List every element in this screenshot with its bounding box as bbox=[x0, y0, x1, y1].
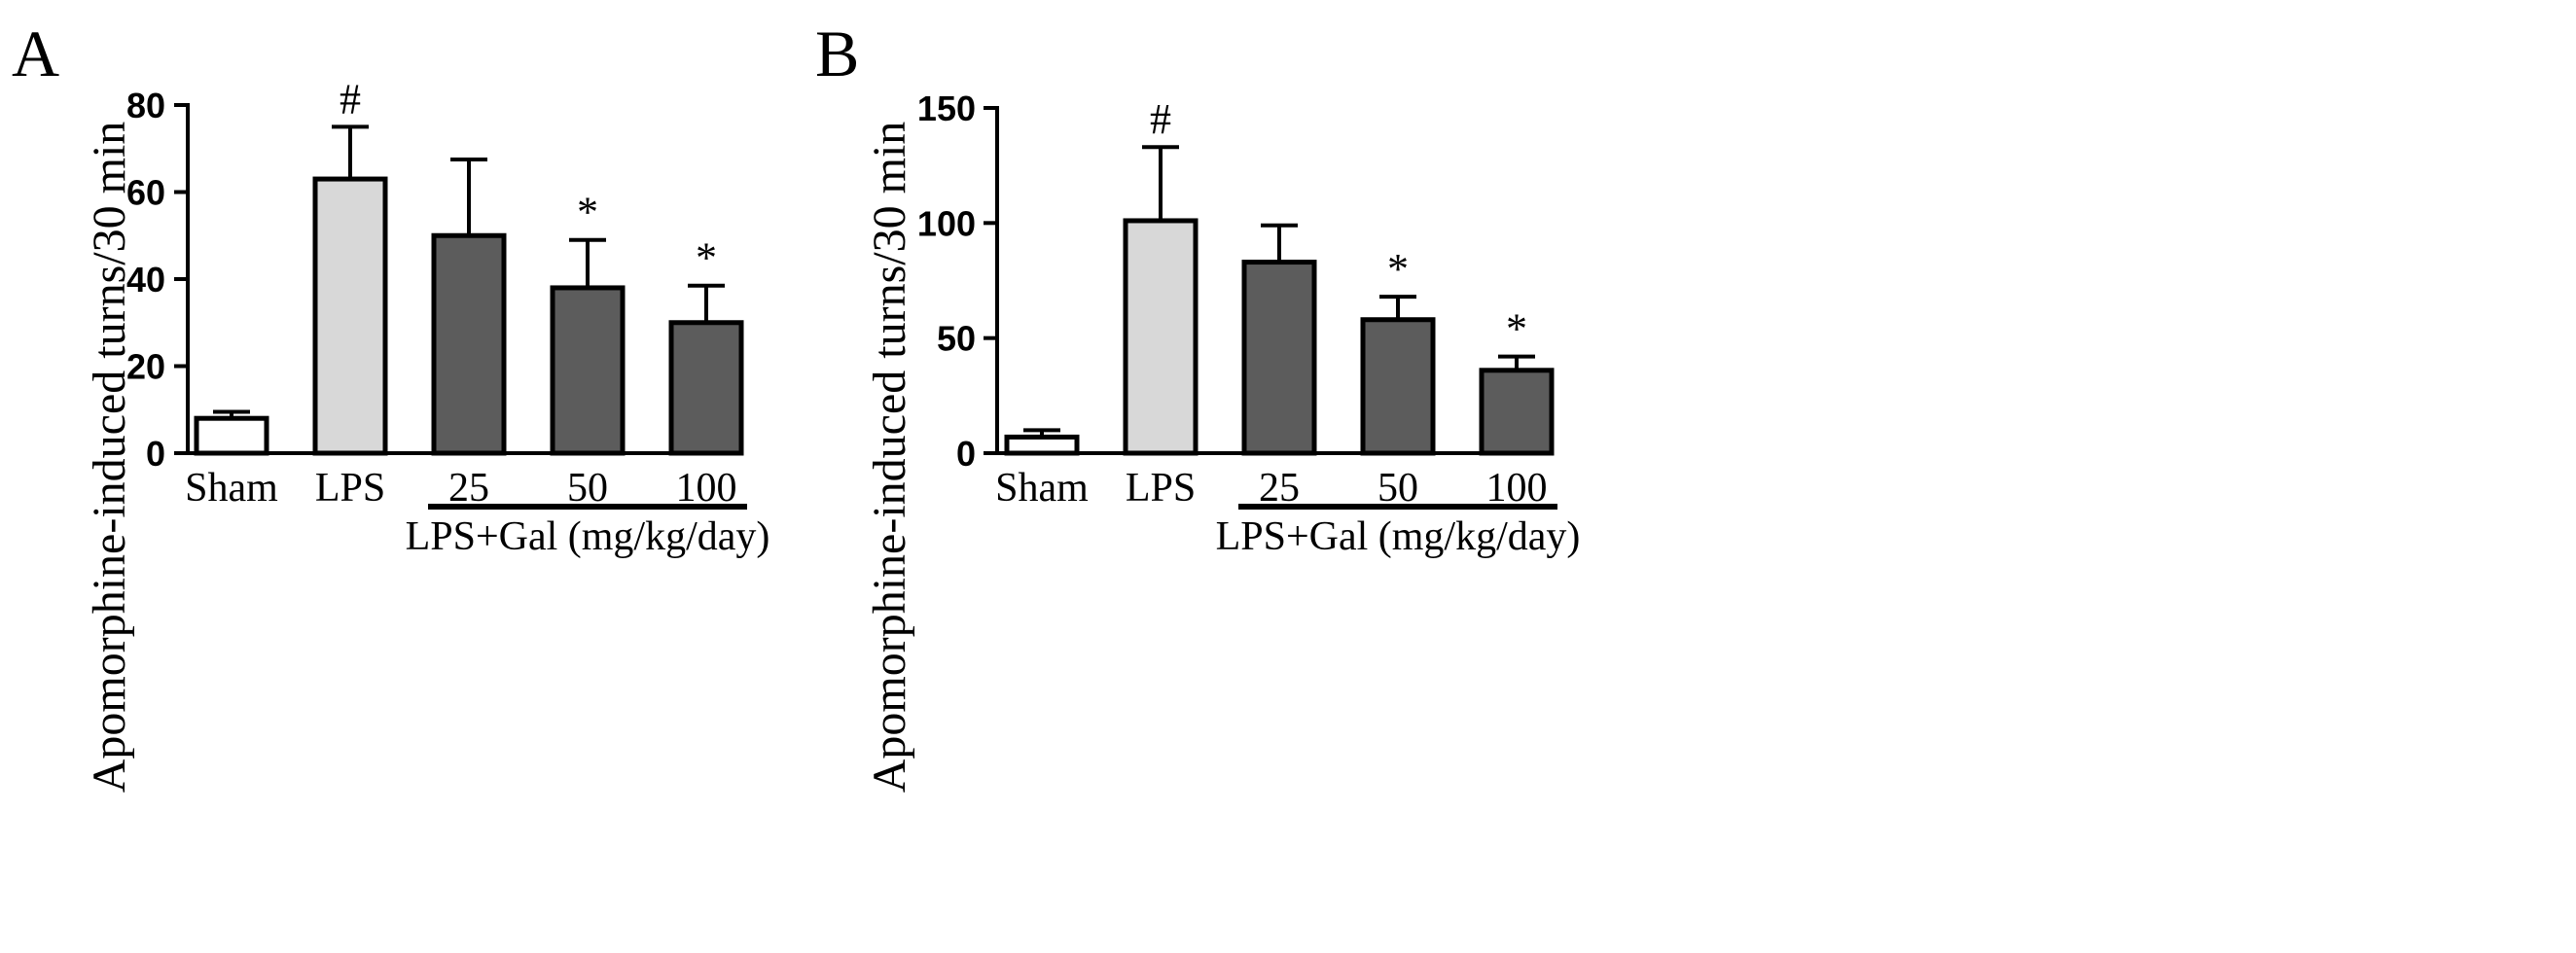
significance-marker: * bbox=[1506, 305, 1527, 353]
significance-marker: # bbox=[1150, 95, 1171, 143]
x-tick-label: LPS bbox=[1126, 466, 1196, 511]
bar bbox=[1123, 218, 1199, 456]
bar bbox=[1360, 317, 1436, 456]
y-tick-label: 40 bbox=[126, 260, 165, 300]
y-tick-label: 20 bbox=[126, 347, 165, 387]
significance-marker: # bbox=[340, 75, 361, 123]
bar bbox=[194, 415, 269, 456]
x-tick-label: LPS bbox=[315, 466, 385, 511]
bar bbox=[668, 320, 744, 456]
y-axis-label: Apomorphine-induced turns/30 min bbox=[864, 122, 915, 794]
bar bbox=[431, 232, 507, 456]
significance-marker: * bbox=[696, 234, 717, 282]
x-tick-label: 100 bbox=[1486, 466, 1548, 511]
panel-label: A bbox=[12, 17, 59, 90]
y-tick-label: 100 bbox=[917, 203, 976, 243]
y-tick-label: 80 bbox=[126, 86, 165, 125]
y-tick-label: 60 bbox=[126, 173, 165, 213]
y-tick-label: 0 bbox=[146, 434, 165, 474]
bar bbox=[1004, 434, 1080, 456]
bar bbox=[312, 176, 388, 456]
x-tick-label: 50 bbox=[567, 466, 608, 511]
significance-marker: * bbox=[1387, 245, 1409, 293]
significance-marker: * bbox=[577, 189, 598, 236]
group-label: LPS+Gal (mg/kg/day) bbox=[406, 514, 770, 559]
x-tick-label: 25 bbox=[448, 466, 489, 511]
y-tick-label: 150 bbox=[917, 88, 976, 128]
x-tick-label: 100 bbox=[676, 466, 737, 511]
x-tick-label: Sham bbox=[995, 466, 1089, 511]
y-tick-label: 50 bbox=[937, 319, 976, 359]
panel-label: B bbox=[815, 17, 859, 90]
group-label: LPS+Gal (mg/kg/day) bbox=[1216, 514, 1581, 559]
panel-a: A Apomorphine-induced turns/30 min 0 20 40 60… bbox=[12, 17, 769, 793]
y-axis-label: Apomorphine-induced turns/30 min bbox=[84, 122, 135, 794]
bar bbox=[1479, 368, 1555, 456]
y-tick-label: 0 bbox=[956, 434, 976, 474]
x-tick-label: 50 bbox=[1377, 466, 1418, 511]
bar bbox=[550, 285, 626, 456]
x-tick-label: Sham bbox=[185, 466, 278, 511]
x-tick-label: 25 bbox=[1259, 466, 1300, 511]
bar bbox=[1241, 260, 1317, 456]
